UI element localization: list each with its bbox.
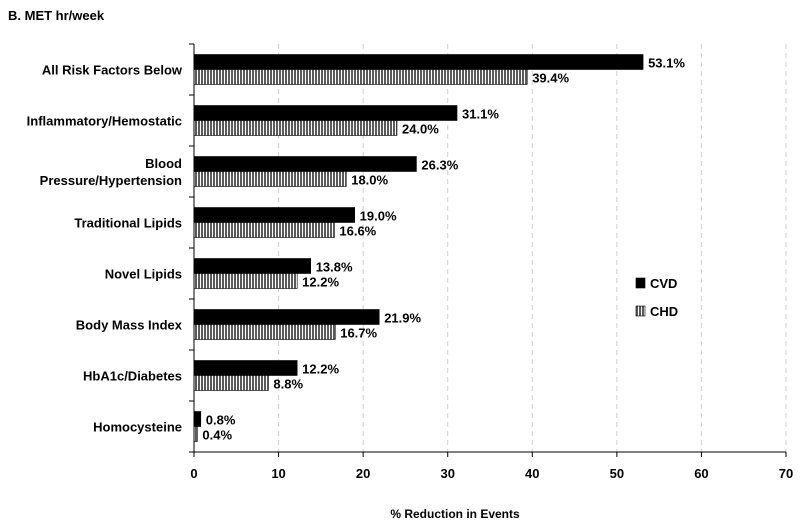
data-label-chd-0: 39.4%	[532, 71, 569, 86]
bar-chd-6	[193, 375, 269, 391]
bar-chd-7	[193, 426, 198, 442]
category-label-2-line-1: Pressure/Hypertension	[40, 173, 182, 188]
data-label-chd-4: 12.2%	[302, 275, 339, 290]
bar-chd-0	[193, 69, 528, 85]
tick-labels: 0 10 20 30 40 50 60 70	[190, 466, 793, 481]
x-tick-label-0: 0	[190, 466, 197, 481]
grid-lines	[278, 44, 787, 452]
data-label-cvd-4: 13.8%	[316, 260, 353, 275]
bar-cvd-3	[193, 207, 355, 223]
bar-cvd-2	[193, 156, 417, 172]
category-labels: All Risk Factors Below Inflammatory/Hemos…	[27, 63, 183, 435]
legend: CVD CHD	[635, 276, 678, 319]
data-label-chd-1: 24.0%	[402, 122, 439, 137]
data-label-cvd-2: 26.3%	[421, 158, 458, 173]
category-label-4: Novel Lipids	[105, 267, 182, 282]
x-tick-label-2: 20	[356, 466, 370, 481]
data-label-cvd-5: 21.9%	[384, 311, 421, 326]
category-label-2-line-0: Blood	[145, 156, 182, 171]
bar-chd-1	[193, 120, 398, 136]
data-label-chd-7: 0.4%	[202, 428, 232, 443]
bar-cvd-4	[193, 258, 312, 274]
category-label-3: Traditional Lipids	[74, 216, 182, 231]
x-tick-label-1: 10	[271, 466, 285, 481]
bars: 53.1% 39.4% 31.1% 24.0% 26.3% 18.0% 19.0%16.6%…	[193, 54, 685, 443]
bar-cvd-0	[193, 54, 644, 70]
bar-cvd-7	[193, 411, 202, 427]
legend-label-chd: CHD	[650, 304, 678, 319]
x-tick-label-5: 50	[610, 466, 624, 481]
data-label-chd-6: 8.8%	[273, 377, 303, 392]
x-axis-label: % Reduction in Events	[390, 507, 520, 521]
legend-label-cvd: CVD	[650, 276, 677, 291]
category-label-1: Inflammatory/Hemostatic	[27, 114, 182, 129]
legend-swatch-cvd	[635, 277, 646, 289]
data-label-cvd-0: 53.1%	[648, 56, 685, 71]
bar-chd-3	[193, 222, 335, 238]
x-tick-label-7: 70	[779, 466, 793, 481]
legend-swatch-chd	[635, 305, 646, 317]
bar-chd-4	[193, 273, 298, 289]
category-label-0: All Risk Factors Below	[42, 63, 183, 78]
bar-chd-5	[193, 324, 336, 340]
category-label-6: HbA1c/Diabetes	[83, 369, 182, 384]
axes	[189, 43, 787, 457]
chart-title: B. MET hr/week	[8, 8, 105, 23]
category-label-7: Homocysteine	[93, 420, 182, 435]
bar-cvd-1	[193, 105, 458, 121]
data-label-cvd-6: 12.2%	[302, 362, 339, 377]
data-label-chd-3: 16.6%	[339, 224, 376, 239]
x-tick-label-3: 30	[440, 466, 454, 481]
data-label-chd-2: 18.0%	[351, 173, 388, 188]
data-label-cvd-3: 19.0%	[360, 209, 397, 224]
bar-cvd-5	[193, 309, 380, 325]
data-label-cvd-7: 0.8%	[206, 413, 236, 428]
bar-cvd-6	[193, 360, 298, 376]
bar-chd-2	[193, 171, 347, 187]
x-tick-label-4: 40	[525, 466, 539, 481]
data-label-chd-5: 16.7%	[340, 326, 377, 341]
category-label-5: Body Mass Index	[76, 318, 183, 333]
data-label-cvd-1: 31.1%	[462, 107, 499, 122]
x-tick-label-6: 60	[694, 466, 708, 481]
